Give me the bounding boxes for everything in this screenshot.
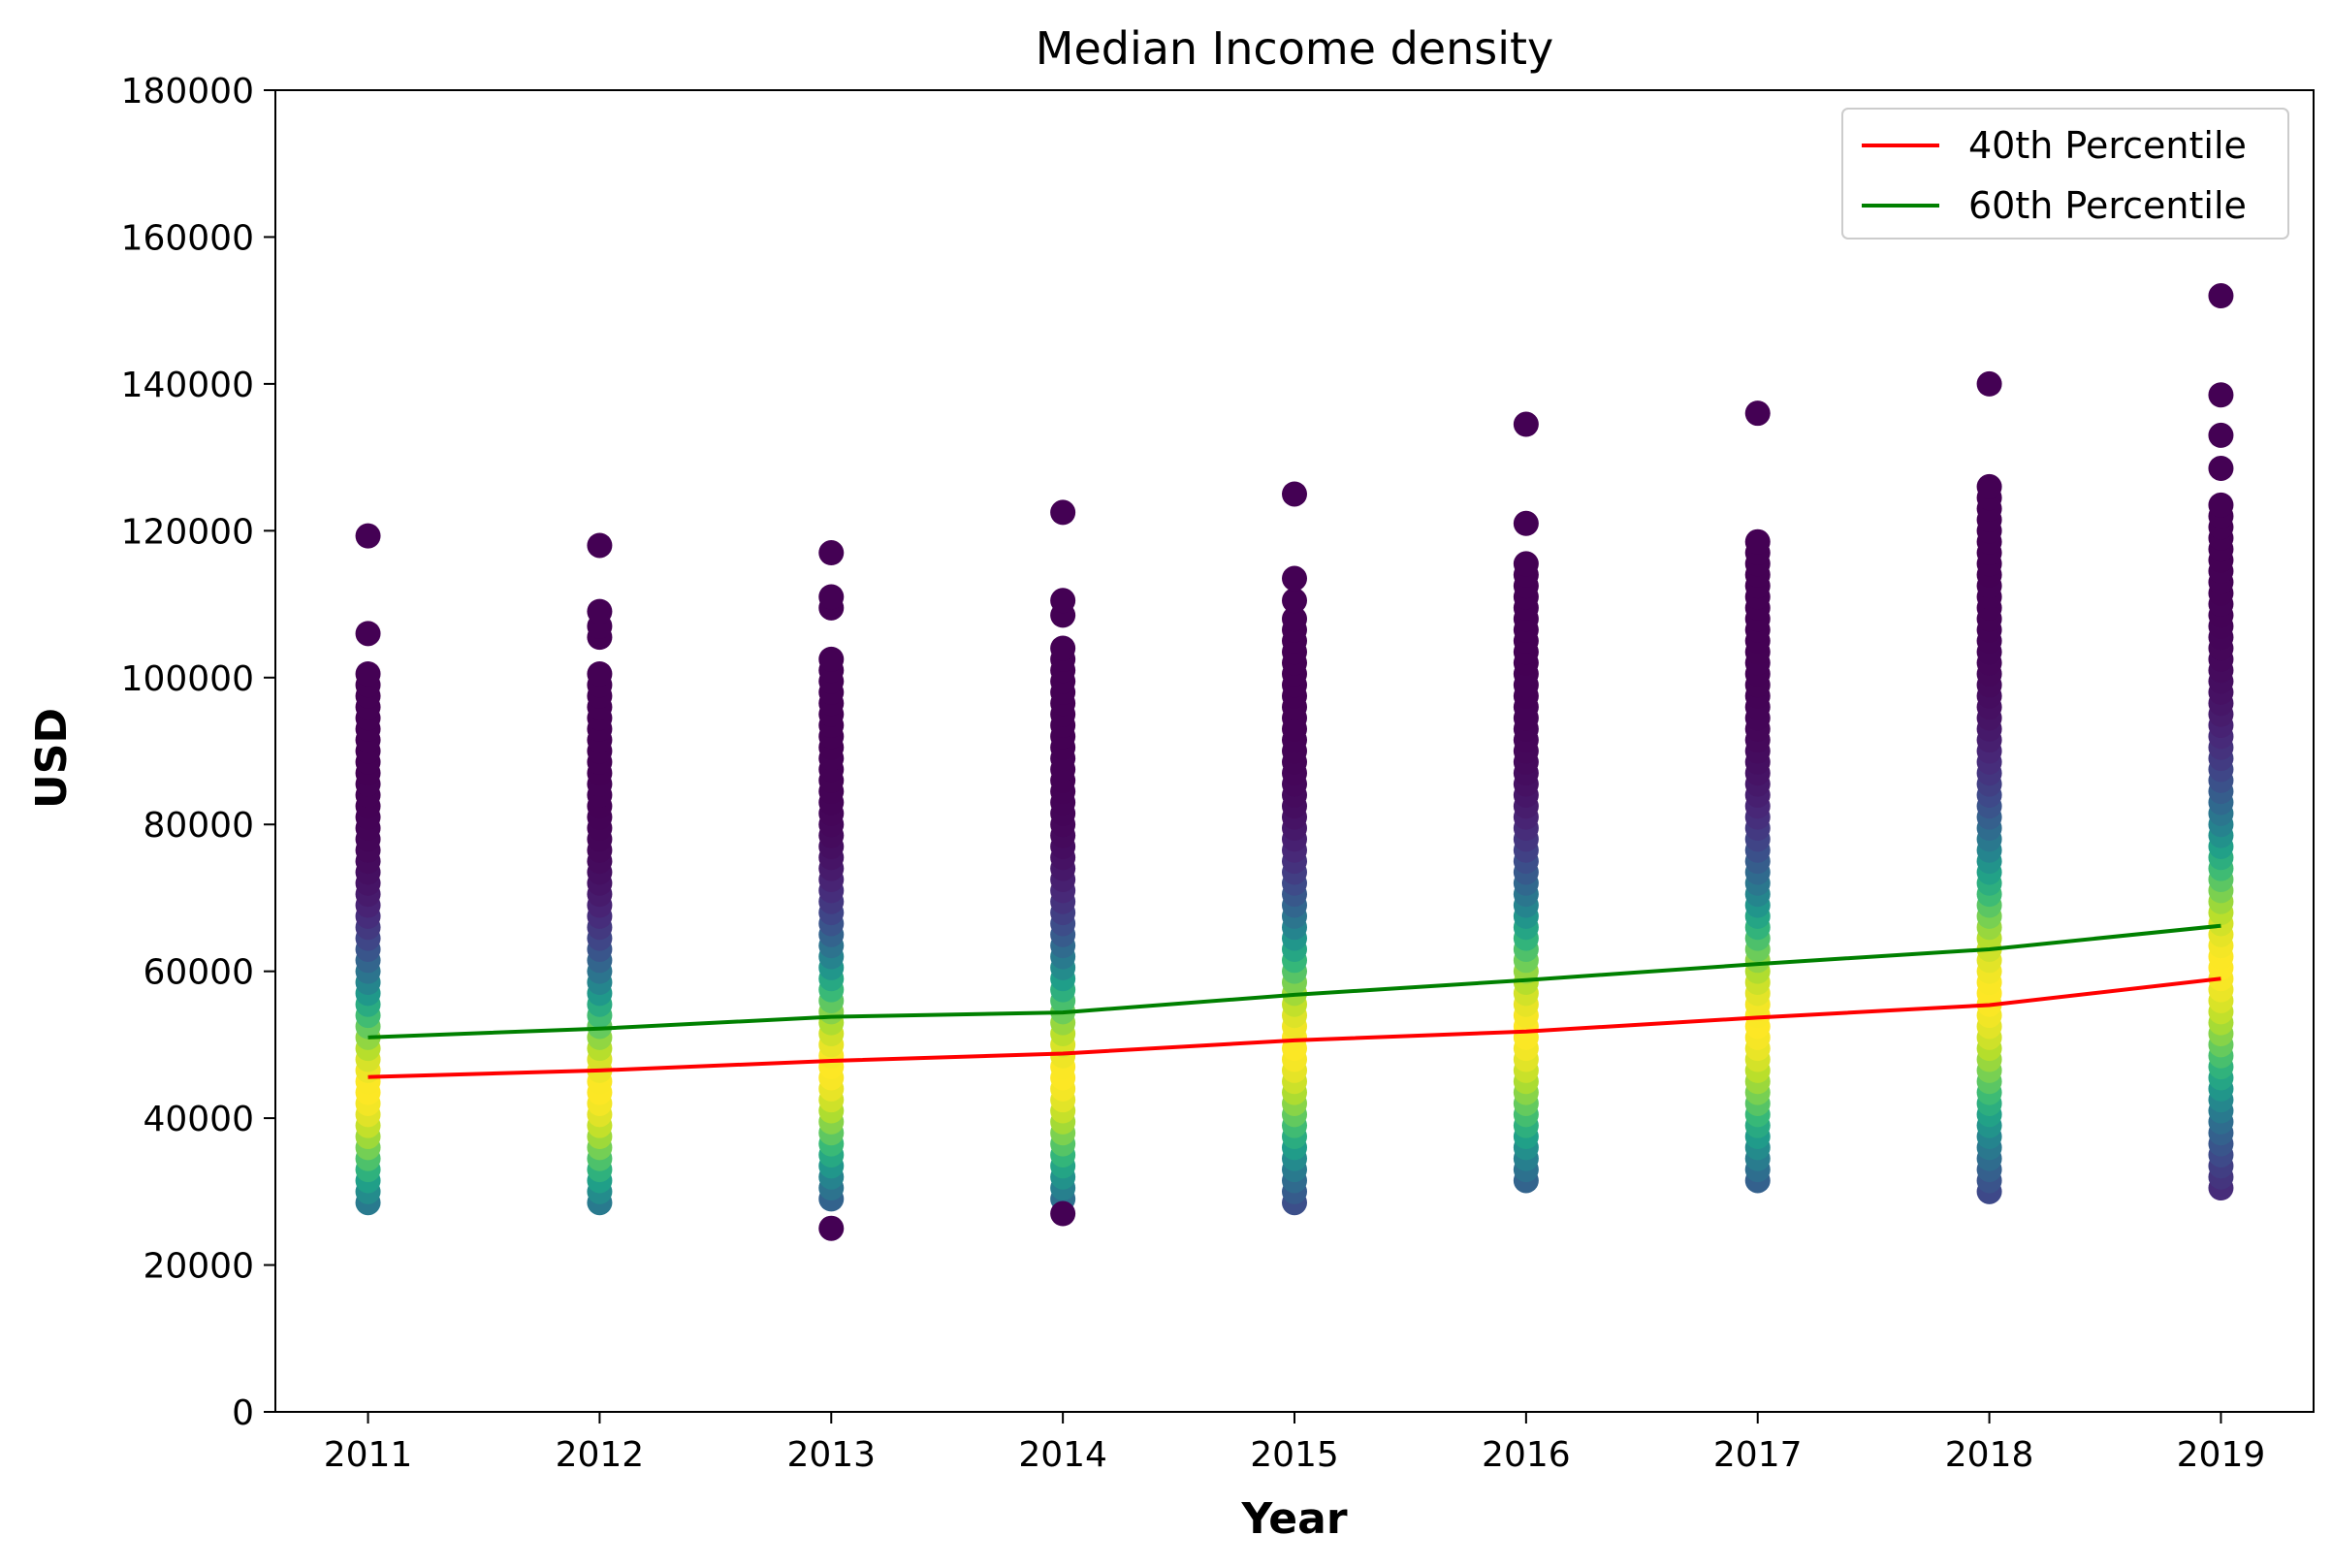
y-tick-label: 160000 — [121, 218, 254, 258]
scatter-strip-2014 — [1050, 499, 1076, 1227]
y-axis-label: USD — [27, 708, 77, 809]
scatter-point — [818, 646, 845, 672]
scatter-strip-2019 — [2208, 283, 2234, 1201]
scatter-strip-2016 — [1513, 411, 1539, 1194]
plot-area — [355, 283, 2234, 1241]
scatter-point — [1282, 588, 1307, 614]
x-tick-label: 2014 — [1018, 1435, 1107, 1475]
x-tick-label: 2018 — [1945, 1435, 2034, 1475]
scatter-point — [818, 1215, 845, 1241]
scatter-point — [587, 532, 613, 559]
y-tick-label: 140000 — [121, 366, 254, 405]
scatter-point — [1744, 528, 1771, 555]
scatter-point — [2208, 422, 2234, 448]
x-tick-label: 2011 — [324, 1435, 413, 1475]
legend-label: 60th Percentile — [1968, 184, 2247, 227]
legend: 40th Percentile 60th Percentile — [1841, 108, 2289, 240]
y-tick-label: 0 — [232, 1393, 254, 1433]
y-tick-label: 180000 — [121, 72, 254, 112]
scatter-point — [587, 660, 613, 687]
scatter-point — [2208, 382, 2234, 408]
scatter-strip-2012 — [587, 532, 613, 1216]
scatter-point — [2208, 283, 2234, 309]
y-tick-label: 20000 — [143, 1247, 254, 1287]
x-tick-label: 2017 — [1713, 1435, 1803, 1475]
scatter-point — [1282, 481, 1307, 507]
y-tick-label: 60000 — [143, 953, 254, 993]
scatter-strip-2017 — [1744, 400, 1771, 1194]
x-tick-label: 2013 — [786, 1435, 876, 1475]
scatter-point — [818, 540, 845, 566]
scatter-point — [1050, 499, 1076, 526]
series-line-p60 — [367, 923, 2221, 1040]
scatter-point — [1050, 588, 1076, 614]
scatter-point — [587, 598, 613, 624]
scatter-point — [355, 621, 381, 647]
scatter-point — [1282, 565, 1307, 592]
scatter-strip-2011 — [355, 523, 381, 1216]
scatter-point — [355, 660, 381, 687]
scatter-point — [1513, 411, 1539, 437]
y-tick-label: 120000 — [121, 512, 254, 552]
legend-box — [1841, 108, 2289, 240]
x-axis-label: Year — [1240, 1494, 1347, 1544]
scatter-point — [1050, 1200, 1076, 1227]
scatter-strip-2018 — [1976, 370, 2002, 1204]
scatter-point — [818, 584, 845, 610]
chart-title: Median Income density — [1036, 22, 1553, 75]
scatter-point — [1050, 635, 1076, 661]
x-tick-label: 2015 — [1250, 1435, 1339, 1475]
scatter-point — [1513, 510, 1539, 536]
x-tick-label: 2019 — [2177, 1435, 2266, 1475]
scatter-point — [1744, 400, 1771, 427]
scatter-point — [2208, 492, 2234, 518]
series-line-p40 — [367, 976, 2221, 1079]
scatter-point — [1282, 606, 1307, 632]
axes: 0 20000 40000 60000 80000 100000 120000 140000 1… — [121, 72, 2315, 1475]
y-tick-label: 80000 — [143, 806, 254, 846]
scatter-point — [1976, 473, 2002, 499]
scatter-point — [1976, 370, 2002, 397]
x-tick-label: 2016 — [1482, 1435, 1571, 1475]
y-tick-label: 100000 — [121, 659, 254, 699]
x-tick-label: 2012 — [556, 1435, 645, 1475]
scatter-point — [355, 523, 381, 549]
legend-label: 40th Percentile — [1968, 124, 2247, 167]
scatter-strip-2013 — [818, 540, 845, 1241]
scatter-point — [1513, 551, 1539, 577]
y-tick-label: 40000 — [143, 1100, 254, 1139]
scatter-point — [2208, 455, 2234, 481]
